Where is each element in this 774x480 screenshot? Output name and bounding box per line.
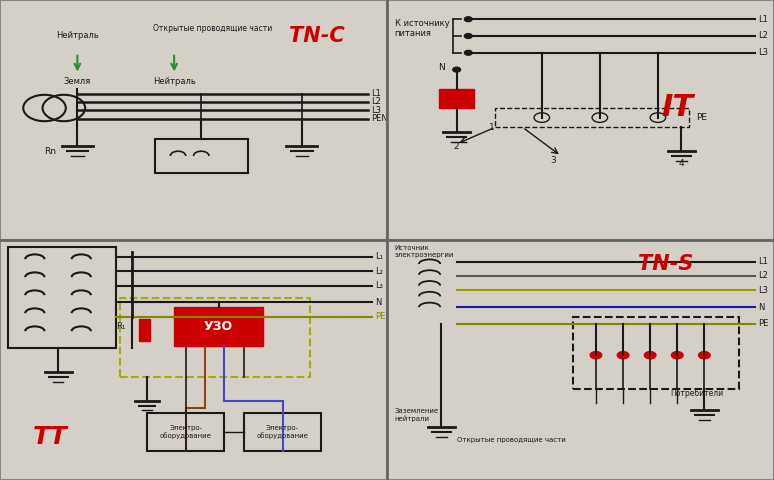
Text: Открытые проводящие части: Открытые проводящие части — [457, 437, 566, 443]
Text: L1: L1 — [759, 15, 769, 24]
Bar — [244, 413, 321, 451]
Bar — [573, 317, 739, 389]
Text: Источник
электроэнергии: Источник электроэнергии — [395, 245, 454, 258]
Text: PE: PE — [697, 113, 707, 122]
Text: Нейтраль: Нейтраль — [56, 32, 99, 40]
Bar — [139, 319, 150, 341]
Circle shape — [453, 67, 461, 72]
Text: L2: L2 — [759, 272, 769, 280]
Text: Электро-
оборудование: Электро- оборудование — [256, 425, 309, 439]
Text: N: N — [438, 62, 445, 72]
Circle shape — [672, 351, 683, 359]
Circle shape — [464, 34, 472, 38]
Text: N: N — [759, 303, 765, 312]
Text: L₁: L₁ — [375, 252, 383, 261]
Bar — [174, 307, 263, 346]
Text: К источнику
питания: К источнику питания — [395, 19, 450, 38]
Text: TN-S: TN-S — [638, 254, 694, 274]
Text: 1: 1 — [488, 122, 495, 132]
Bar — [8, 247, 116, 348]
Text: PE: PE — [759, 320, 769, 328]
Bar — [495, 108, 689, 127]
Text: L1: L1 — [372, 89, 382, 98]
Text: Rn: Rn — [44, 146, 57, 156]
Bar — [155, 139, 248, 173]
Text: Потребители: Потребители — [670, 389, 723, 398]
Circle shape — [591, 351, 602, 359]
Circle shape — [464, 50, 472, 55]
Bar — [440, 89, 474, 108]
Text: TN-C: TN-C — [289, 26, 345, 46]
Text: L3: L3 — [759, 286, 769, 295]
Text: N: N — [375, 298, 382, 307]
Circle shape — [618, 351, 628, 359]
Text: L3: L3 — [372, 106, 382, 115]
Text: Электро-
оборудование: Электро- оборудование — [159, 425, 212, 439]
Text: Заземление
нейтрали: Заземление нейтрали — [395, 408, 439, 421]
Text: R₁: R₁ — [116, 322, 125, 331]
Text: 2: 2 — [454, 142, 460, 151]
Text: L2: L2 — [759, 32, 769, 40]
Text: УЗО: УЗО — [204, 320, 233, 333]
Bar — [147, 413, 224, 451]
Text: PE: PE — [375, 312, 385, 321]
Text: TT: TT — [33, 425, 67, 449]
Text: 4: 4 — [678, 158, 684, 168]
Text: Земля: Земля — [63, 77, 91, 86]
Circle shape — [698, 351, 711, 359]
Text: L₂: L₂ — [375, 267, 383, 276]
Text: PEN: PEN — [372, 114, 389, 123]
Circle shape — [645, 351, 656, 359]
Text: L2: L2 — [372, 97, 382, 107]
Text: L1: L1 — [759, 257, 769, 266]
Text: L₃: L₃ — [375, 281, 383, 290]
Circle shape — [464, 17, 472, 22]
Text: IT: IT — [661, 94, 694, 122]
Text: L3: L3 — [759, 48, 769, 57]
Text: Открытые проводящие части: Открытые проводящие части — [153, 24, 272, 33]
Text: Нейтраль: Нейтраль — [152, 77, 196, 86]
Text: 3: 3 — [550, 156, 557, 165]
